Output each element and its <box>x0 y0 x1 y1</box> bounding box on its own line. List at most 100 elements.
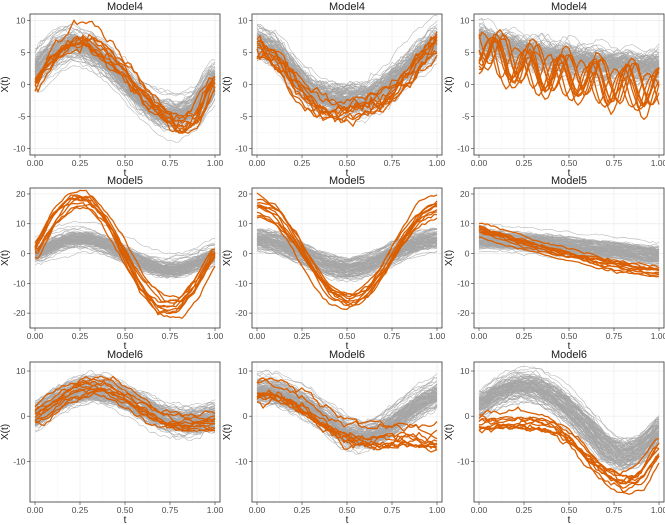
background-curve <box>34 220 216 255</box>
y-axis-label: X(t) <box>444 424 455 440</box>
outlier-curve <box>256 378 438 436</box>
x-axis-label: t <box>124 341 127 352</box>
y-tick-label: -10 <box>13 144 26 154</box>
y-axis-label: X(t) <box>0 250 11 266</box>
background-curve <box>256 370 438 428</box>
background-curve <box>478 235 660 255</box>
outlier-curve <box>34 194 216 303</box>
background-curve <box>34 50 216 120</box>
background-curve <box>256 235 438 265</box>
background-curve <box>256 238 438 271</box>
panel-4: 0.00 0.25 0.50 0.75 1.00 -20 -10 0 10 20 Model5 t X(… <box>0 175 224 352</box>
x-tick-label: 1.00 <box>207 331 224 341</box>
outlier-curve <box>478 36 660 110</box>
background-curve <box>34 397 216 437</box>
background-curve <box>256 242 438 275</box>
y-axis-label: X(t) <box>444 250 455 266</box>
x-tick-label: 0.50 <box>561 158 578 168</box>
background-curve <box>34 392 216 424</box>
x-axis-label: t <box>568 168 571 179</box>
y-tick-label: -20 <box>235 308 248 318</box>
outlier-curve <box>478 38 660 107</box>
outlier-curve <box>478 416 660 483</box>
x-axis-label: t <box>346 168 349 179</box>
background-curve <box>34 37 216 116</box>
background-curve <box>256 231 438 268</box>
background-curve <box>256 30 438 96</box>
background-curve <box>478 399 660 473</box>
background-curve <box>478 386 660 465</box>
outlier-curve <box>34 42 216 133</box>
background-curve <box>256 241 438 274</box>
outlier-curve <box>478 225 660 271</box>
y-axis-label: X(t) <box>0 76 11 92</box>
y-tick-label: 10 <box>238 15 248 25</box>
y-tick-label: 0 <box>243 80 248 90</box>
background-curve <box>256 397 438 449</box>
panel-3: 0.00 0.25 0.50 0.75 1.00 -10 -5 0 5 10 Model4 t X(t) <box>444 1 665 179</box>
panel-title: Model4 <box>107 1 143 13</box>
y-tick-label: -10 <box>235 278 248 288</box>
panel-title: Model5 <box>329 175 365 187</box>
x-tick-label: 0.75 <box>384 331 401 341</box>
x-tick-label: 0.75 <box>162 331 179 341</box>
panel-9: 0.00 0.25 0.50 0.75 1.00 -10 0 10 Model6 t X(t) <box>444 349 665 525</box>
y-axis-label: X(t) <box>222 424 233 440</box>
outlier-curve <box>34 206 216 299</box>
background-curve <box>478 373 660 451</box>
background-curve <box>256 238 438 269</box>
background-curve <box>478 365 660 447</box>
background-curve <box>478 387 660 457</box>
background-curve <box>478 400 660 467</box>
y-axis-label: X(t) <box>0 424 11 440</box>
background-curve <box>256 382 438 428</box>
background-curve <box>256 399 438 447</box>
panel-2: 0.00 0.25 0.50 0.75 1.00 -10 -5 0 5 10 Model4 t X(t) <box>222 1 446 179</box>
y-tick-label: 10 <box>16 219 26 229</box>
x-tick-label: 0.25 <box>294 158 311 168</box>
y-tick-label: -5 <box>240 112 248 122</box>
x-tick-label: 0.25 <box>72 331 89 341</box>
x-tick-label: 0.50 <box>339 505 356 515</box>
y-tick-label: 10 <box>238 366 248 376</box>
y-tick-label: -10 <box>13 278 26 288</box>
y-tick-label: 10 <box>16 366 26 376</box>
x-tick-label: 0.75 <box>606 158 623 168</box>
y-tick-label: -10 <box>13 456 26 466</box>
x-tick-label: 0.50 <box>117 331 134 341</box>
x-tick-label: 0.50 <box>561 505 578 515</box>
y-axis-label: X(t) <box>222 250 233 266</box>
y-tick-label: 20 <box>460 189 470 199</box>
background-curve <box>34 57 216 143</box>
outlier-curve <box>34 33 216 120</box>
x-tick-label: 0.25 <box>516 331 533 341</box>
background-curve <box>478 380 660 456</box>
background-curve <box>256 20 438 93</box>
y-tick-label: 10 <box>238 219 248 229</box>
panel-title: Model6 <box>107 349 143 361</box>
background-curve <box>256 32 438 95</box>
outlier-curve <box>478 425 660 493</box>
background-curve <box>34 375 216 411</box>
outlier-curve <box>478 423 660 484</box>
background-curve <box>478 233 660 252</box>
curves <box>478 365 660 495</box>
background-curve <box>478 381 660 463</box>
y-tick-label: 0 <box>465 249 470 259</box>
outlier-curve <box>256 397 438 451</box>
x-tick-label: 0.00 <box>27 505 44 515</box>
x-tick-label: 1.00 <box>207 158 224 168</box>
background-curve <box>256 14 438 89</box>
y-tick-label: 10 <box>16 15 26 25</box>
y-tick-label: -5 <box>18 112 26 122</box>
outlier-curve <box>478 222 660 269</box>
panel-1: 0.00 0.25 0.50 0.75 1.00 -10 -5 0 5 10 Model4 t X(t) <box>0 1 224 179</box>
x-tick-label: 0.25 <box>516 505 533 515</box>
outlier-curve <box>34 387 216 429</box>
y-tick-label: 20 <box>238 189 248 199</box>
background-curve <box>34 391 216 427</box>
x-tick-label: 1.00 <box>429 158 446 168</box>
panel-7: 0.00 0.25 0.50 0.75 1.00 -10 0 10 Model6 t X(t) <box>0 349 224 525</box>
outlier-curve <box>34 380 216 427</box>
y-tick-label: 5 <box>21 47 26 57</box>
